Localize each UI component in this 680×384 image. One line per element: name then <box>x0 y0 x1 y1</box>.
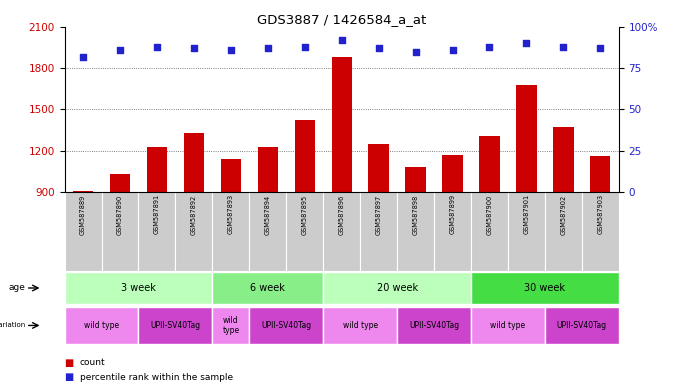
Bar <box>323 192 360 271</box>
Point <box>337 37 347 43</box>
Point <box>114 47 125 53</box>
Bar <box>101 192 139 271</box>
Bar <box>369 144 389 192</box>
Text: GSM587897: GSM587897 <box>375 194 381 235</box>
Point <box>78 53 88 60</box>
Text: genotype/variation: genotype/variation <box>0 323 26 328</box>
Title: GDS3887 / 1426584_a_at: GDS3887 / 1426584_a_at <box>257 13 426 26</box>
Text: age: age <box>9 283 26 293</box>
Text: 20 week: 20 week <box>377 283 418 293</box>
Text: GSM587902: GSM587902 <box>560 194 566 235</box>
Point <box>262 45 273 51</box>
Bar <box>139 192 175 271</box>
Point <box>226 47 237 53</box>
Text: GSM587891: GSM587891 <box>154 194 160 235</box>
Text: 6 week: 6 week <box>250 283 285 293</box>
Bar <box>73 190 93 192</box>
Text: GSM587895: GSM587895 <box>302 194 308 235</box>
Bar <box>479 136 500 192</box>
Bar <box>294 121 315 192</box>
Point <box>595 45 606 51</box>
Bar <box>360 192 397 271</box>
Point <box>484 44 495 50</box>
Bar <box>250 307 323 344</box>
Text: wild type: wild type <box>490 321 526 330</box>
Bar <box>471 192 508 271</box>
Bar <box>582 192 619 271</box>
Bar <box>443 155 462 192</box>
Point <box>558 44 569 50</box>
Text: UPII-SV40Tag: UPII-SV40Tag <box>557 321 607 330</box>
Text: wild
type: wild type <box>222 316 239 335</box>
Bar <box>212 307 250 344</box>
Text: GSM587893: GSM587893 <box>228 194 234 235</box>
Text: GSM587903: GSM587903 <box>597 194 603 235</box>
Text: percentile rank within the sample: percentile rank within the sample <box>80 372 233 382</box>
Bar <box>212 192 250 271</box>
Bar <box>554 127 573 192</box>
Text: UPII-SV40Tag: UPII-SV40Tag <box>150 321 201 330</box>
Text: UPII-SV40Tag: UPII-SV40Tag <box>409 321 459 330</box>
Text: GSM587901: GSM587901 <box>524 194 530 235</box>
Bar <box>175 192 212 271</box>
Point <box>299 44 310 50</box>
Bar <box>545 307 619 344</box>
Bar <box>508 192 545 271</box>
Bar <box>110 174 130 192</box>
Point <box>410 49 421 55</box>
Bar <box>434 192 471 271</box>
Bar <box>212 273 323 303</box>
Text: 3 week: 3 week <box>121 283 156 293</box>
Bar <box>65 307 139 344</box>
Bar <box>545 192 582 271</box>
Bar <box>221 159 241 192</box>
Text: GSM587890: GSM587890 <box>117 194 123 235</box>
Bar <box>397 307 471 344</box>
Bar <box>250 192 286 271</box>
Bar <box>323 307 397 344</box>
Text: count: count <box>80 358 105 367</box>
Bar <box>65 273 212 303</box>
Text: UPII-SV40Tag: UPII-SV40Tag <box>261 321 311 330</box>
Bar <box>332 57 352 192</box>
Text: 30 week: 30 week <box>524 283 565 293</box>
Bar <box>323 273 471 303</box>
Point <box>152 44 163 50</box>
Text: wild type: wild type <box>343 321 377 330</box>
Text: GSM587889: GSM587889 <box>80 194 86 235</box>
Text: ■: ■ <box>65 372 74 382</box>
Text: GSM587898: GSM587898 <box>413 194 419 235</box>
Text: GSM587896: GSM587896 <box>339 194 345 235</box>
Bar <box>286 192 323 271</box>
Bar <box>184 133 204 192</box>
Bar <box>139 307 212 344</box>
Text: GSM587894: GSM587894 <box>265 194 271 235</box>
Bar <box>471 273 619 303</box>
Bar <box>65 192 101 271</box>
Point <box>447 47 458 53</box>
Bar <box>258 147 278 192</box>
Bar <box>397 192 434 271</box>
Text: GSM587900: GSM587900 <box>486 194 492 235</box>
Text: ■: ■ <box>65 358 74 368</box>
Point <box>188 45 199 51</box>
Bar <box>590 156 611 192</box>
Bar <box>471 307 545 344</box>
Point <box>521 40 532 46</box>
Text: wild type: wild type <box>84 321 119 330</box>
Point <box>373 45 384 51</box>
Text: GSM587892: GSM587892 <box>191 194 197 235</box>
Bar <box>405 167 426 192</box>
Bar <box>516 85 537 192</box>
Text: GSM587899: GSM587899 <box>449 194 456 235</box>
Bar <box>147 147 167 192</box>
